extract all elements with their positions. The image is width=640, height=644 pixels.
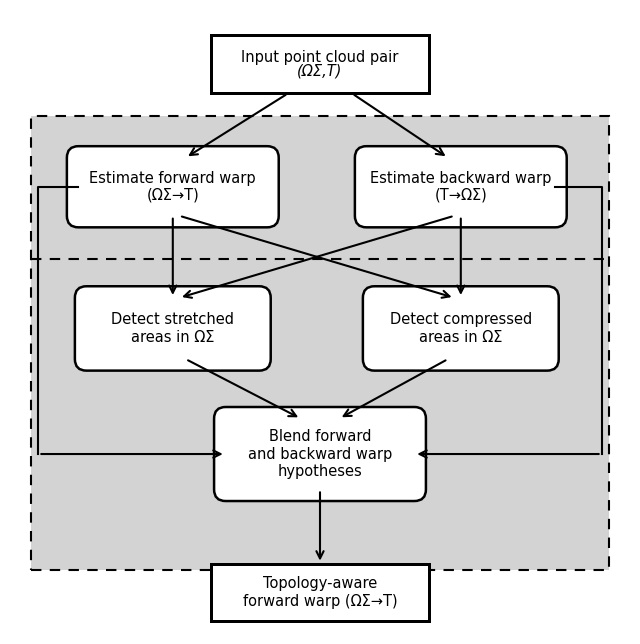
- Text: (ΩΣ,Τ): (ΩΣ,Τ): [298, 64, 342, 79]
- FancyBboxPatch shape: [214, 407, 426, 501]
- FancyBboxPatch shape: [211, 564, 429, 621]
- FancyBboxPatch shape: [363, 286, 559, 371]
- Text: Estimate forward warp
(ΩΣ→Τ): Estimate forward warp (ΩΣ→Τ): [90, 171, 256, 203]
- FancyBboxPatch shape: [31, 259, 609, 570]
- Text: Estimate backward warp
(Τ→ΩΣ): Estimate backward warp (Τ→ΩΣ): [370, 171, 552, 203]
- FancyBboxPatch shape: [355, 146, 567, 227]
- Text: Detect stretched
areas in ΩΣ: Detect stretched areas in ΩΣ: [111, 312, 234, 345]
- Text: Input point cloud pair: Input point cloud pair: [241, 50, 399, 65]
- FancyBboxPatch shape: [67, 146, 279, 227]
- FancyBboxPatch shape: [211, 35, 429, 93]
- FancyBboxPatch shape: [31, 116, 609, 259]
- Text: Detect compressed
areas in ΩΣ: Detect compressed areas in ΩΣ: [390, 312, 532, 345]
- FancyBboxPatch shape: [75, 286, 271, 371]
- Text: Topology-aware
forward warp (ΩΣ→Τ): Topology-aware forward warp (ΩΣ→Τ): [243, 576, 397, 609]
- Text: Blend forward
and backward warp
hypotheses: Blend forward and backward warp hypothes…: [248, 429, 392, 479]
